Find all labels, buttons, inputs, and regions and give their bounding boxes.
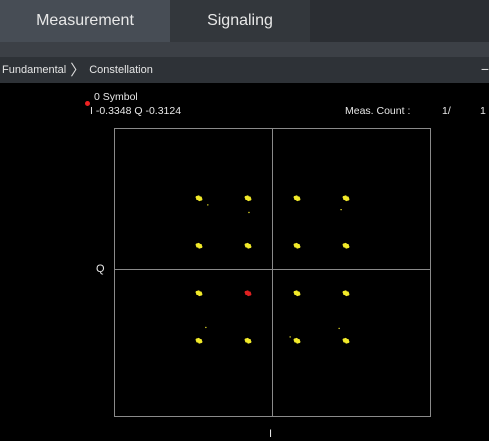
constellation-point-12 xyxy=(195,337,203,344)
tab-bar: Measurement Signaling xyxy=(0,0,489,42)
breadcrumb: Fundamental 〉 Constellation − xyxy=(0,57,489,83)
selected-symbol-marker-icon xyxy=(85,101,90,106)
iq-readout: I -0.3348 Q -0.3124 xyxy=(90,105,182,117)
constellation-point-0 xyxy=(195,195,203,202)
constellation-point-13 xyxy=(244,337,252,344)
constellation-point-11 xyxy=(342,290,350,297)
constellation-point-5 xyxy=(244,242,252,249)
noise-speck-2 xyxy=(340,208,342,211)
tab-measurement[interactable]: Measurement xyxy=(0,0,170,42)
tab-separator-bar xyxy=(0,42,489,57)
noise-speck-4 xyxy=(338,327,340,330)
constellation-point-14 xyxy=(293,337,301,344)
meas-count-total: 1 xyxy=(480,105,486,117)
noise-speck-5 xyxy=(289,336,291,338)
q-axis-label: Q xyxy=(96,263,105,275)
noise-speck-1 xyxy=(248,211,250,214)
constellation-point-1 xyxy=(244,195,252,202)
symbol-label: 0 Symbol xyxy=(94,91,138,103)
noise-speck-0 xyxy=(207,204,209,206)
constellation-point-2 xyxy=(293,195,301,202)
constellation-point-7 xyxy=(342,242,350,249)
meas-count-label: Meas. Count : xyxy=(345,105,411,117)
constellation-point-4 xyxy=(195,242,203,249)
constellation-point-3 xyxy=(342,195,350,202)
meas-count-value: 1/ xyxy=(442,105,451,117)
constellation-point-8 xyxy=(195,290,203,297)
chevron-right-icon: 〉 xyxy=(70,61,86,79)
constellation-point-15 xyxy=(342,337,350,344)
constellation-point-10 xyxy=(293,290,301,297)
tab-signaling[interactable]: Signaling xyxy=(170,0,310,42)
breadcrumb-current: Constellation xyxy=(89,64,153,76)
constellation-point-6 xyxy=(293,242,301,249)
constellation-plot-area xyxy=(0,83,489,441)
collapse-icon[interactable]: − xyxy=(480,61,489,77)
breadcrumb-root[interactable]: Fundamental xyxy=(2,64,67,76)
i-axis-label: I xyxy=(269,428,273,440)
noise-speck-3 xyxy=(205,326,207,329)
selected-constellation-point xyxy=(244,290,252,297)
